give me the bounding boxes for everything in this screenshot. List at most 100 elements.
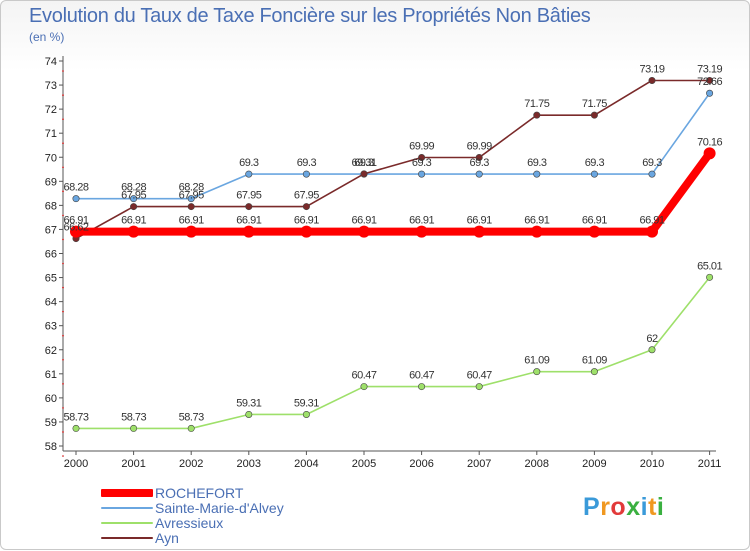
y-tick-label-70: 70 [45, 152, 57, 164]
x-tick-label-2003: 2003 [237, 458, 261, 470]
data-point-rochefort-2000 [70, 225, 82, 238]
y-minor-dot-59 [62, 431, 64, 433]
y-tick-label-61: 61 [45, 369, 57, 381]
data-point-sainte-marie-d-alvey-2007 [475, 170, 483, 178]
data-label-avressieux-2002: 58.73 [179, 411, 204, 423]
data-label-sainte-marie-d-alvey-2007: 69.3 [469, 157, 489, 169]
y-tick-label-74: 74 [45, 56, 57, 68]
data-label-sainte-marie-d-alvey-2001: 68.28 [121, 182, 146, 194]
chart-subtitle: (en %) [29, 30, 65, 44]
data-label-ayn-2010: 73.19 [639, 63, 664, 75]
data-point-ayn-2001 [130, 203, 138, 211]
x-tick-label-2008: 2008 [525, 458, 549, 470]
series-line-rochefort [72, 149, 714, 236]
data-point-rochefort-2007 [473, 225, 486, 238]
y-minor-dot-72 [62, 118, 64, 120]
data-label-sainte-marie-d-alvey-2008: 69.3 [527, 157, 547, 169]
data-label-ayn-2006: 69.99 [409, 140, 434, 152]
data-label-ayn-2009: 71.75 [582, 98, 607, 110]
data-label-avressieux-2007: 60.47 [467, 370, 492, 382]
data-label-rochefort-2006: 66.91 [409, 215, 434, 227]
proxiti-logo: Proxiti [583, 493, 664, 522]
data-point-ayn-2010 [648, 76, 656, 84]
legend-item-rochefort[interactable]: ROCHEFORT [101, 485, 361, 501]
data-label-sainte-marie-d-alvey-2010: 69.3 [642, 157, 662, 169]
series-line-avressieux [75, 276, 711, 430]
data-label-ayn-2003: 67.95 [236, 190, 261, 202]
logo-letter: P [583, 493, 601, 521]
y-minor-dot-66 [62, 262, 64, 265]
legend-swatch-sainte-marie-d-alvey [101, 507, 153, 509]
y-tick-label-72: 72 [45, 104, 57, 116]
data-point-sainte-marie-d-alvey-2003 [245, 170, 253, 178]
x-tick-label-2007: 2007 [467, 458, 491, 470]
data-point-ayn-2005 [360, 170, 368, 178]
data-point-ayn-2007 [475, 153, 483, 161]
data-point-avressieux-2005 [360, 383, 368, 391]
data-point-ayn-2011 [706, 76, 714, 84]
data-label-avressieux-2003: 59.31 [236, 397, 261, 409]
y-minor-dot-65 [62, 286, 64, 289]
y-tick-label-64: 64 [45, 297, 57, 309]
x-tick-label-2011: 2011 [698, 458, 722, 470]
data-point-avressieux-2009 [590, 368, 598, 376]
legend-label-avressieux: Avressieux [155, 515, 224, 531]
data-point-ayn-2002 [187, 203, 195, 211]
x-tick-label-2002: 2002 [179, 458, 203, 470]
data-label-ayn-2004: 67.95 [294, 190, 319, 202]
data-point-sainte-marie-d-alvey-2009 [590, 170, 598, 178]
data-point-rochefort-2001 [127, 225, 140, 238]
data-label-avressieux-2001: 58.73 [121, 411, 146, 423]
data-label-sainte-marie-d-alvey-2006: 69.3 [412, 157, 432, 169]
data-label-avressieux-2005: 60.47 [351, 370, 376, 382]
data-point-sainte-marie-d-alvey-2011 [706, 89, 714, 97]
y-minor-dot-67 [62, 238, 64, 241]
y-tick-label-66: 66 [45, 249, 57, 261]
data-label-ayn-2008: 71.75 [524, 98, 549, 110]
data-point-rochefort-2004 [300, 225, 313, 238]
y-tick-label-65: 65 [45, 273, 57, 285]
legend-swatch-avressieux [101, 522, 153, 524]
data-label-rochefort-2003: 66.91 [236, 215, 261, 227]
data-point-avressieux-2002 [187, 424, 195, 432]
data-point-sainte-marie-d-alvey-2001 [130, 195, 138, 203]
data-label-ayn-2005: 69.31 [351, 157, 376, 169]
data-label-avressieux-2006: 60.47 [409, 370, 434, 382]
y-minor-dot-74 [62, 70, 64, 72]
x-tick-label-2000: 2000 [64, 458, 88, 470]
data-label-rochefort-2005: 66.91 [351, 215, 376, 227]
data-point-rochefort-2010 [646, 225, 658, 238]
legend-item-ayn[interactable]: Ayn [101, 530, 361, 546]
x-tick-label-2001: 2001 [121, 458, 145, 470]
chart-title: Evolution du Taux de Taxe Foncière sur l… [29, 5, 591, 27]
data-point-ayn-2004 [302, 203, 310, 211]
data-label-sainte-marie-d-alvey-2003: 69.3 [239, 157, 259, 169]
data-label-sainte-marie-d-alvey-2004: 69.3 [297, 157, 317, 169]
y-minor-dot-60 [62, 407, 64, 409]
legend-item-avressieux[interactable]: Avressieux [101, 515, 361, 531]
data-label-avressieux-2009: 61.09 [582, 355, 607, 367]
y-minor-dot-61 [62, 383, 64, 385]
data-label-avressieux-2000: 58.73 [63, 411, 88, 423]
y-tick-label-68: 68 [45, 200, 57, 212]
data-point-ayn-2006 [418, 153, 426, 161]
data-label-rochefort-2011: 70.16 [697, 136, 722, 148]
data-point-rochefort-2008 [530, 225, 543, 238]
data-point-ayn-2008 [533, 111, 541, 119]
legend-label-rochefort: ROCHEFORT [155, 485, 244, 501]
data-label-sainte-marie-d-alvey-2005: 69.3 [354, 157, 374, 169]
data-point-avressieux-2010 [648, 346, 656, 354]
logo-letter: i [640, 493, 649, 521]
data-label-rochefort-2002: 66.91 [179, 215, 204, 227]
data-point-rochefort-2011 [703, 147, 716, 160]
data-point-sainte-marie-d-alvey-2006 [418, 170, 426, 178]
legend-item-sainte-marie-d-alvey[interactable]: Sainte-Marie-d'Alvey [101, 500, 361, 516]
data-point-avressieux-2006 [418, 383, 426, 391]
data-point-avressieux-2011 [706, 273, 714, 281]
data-label-sainte-marie-d-alvey-2009: 69.3 [585, 157, 605, 169]
data-label-ayn-2002: 67.95 [179, 190, 204, 202]
data-label-avressieux-2008: 61.09 [524, 355, 549, 367]
y-tick-label-69: 69 [45, 176, 57, 188]
data-label-rochefort-2008: 66.91 [524, 215, 549, 227]
